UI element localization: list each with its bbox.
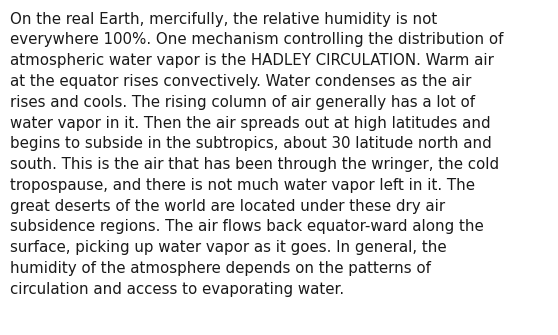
Text: On the real Earth, mercifully, the relative humidity is not
everywhere 100%. One: On the real Earth, mercifully, the relat… [10,12,503,296]
